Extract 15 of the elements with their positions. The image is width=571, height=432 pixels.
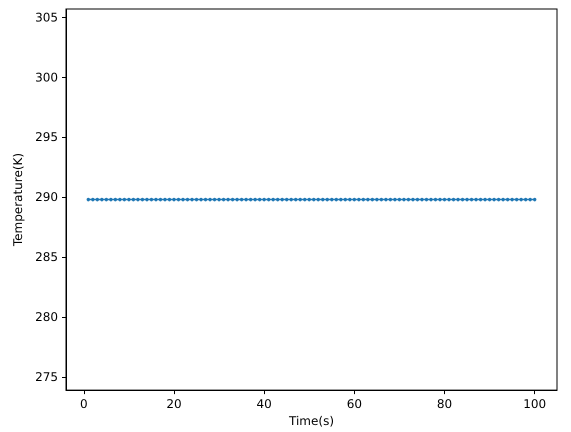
x-tick-label: 0 — [80, 397, 88, 412]
y-tick-label: 305 — [35, 10, 58, 24]
y-tick-label: 300 — [35, 70, 58, 84]
x-tick-label: 60 — [346, 397, 362, 412]
x-tick-label: 100 — [523, 397, 546, 412]
x-tick-label: 80 — [436, 397, 452, 412]
x-tick-label: 40 — [256, 397, 272, 412]
y-tick-label: 280 — [35, 310, 58, 324]
y-axis-title: Temperature(K) — [11, 152, 26, 248]
y-tick-label: 275 — [35, 370, 58, 384]
y-tick-label: 295 — [35, 130, 58, 144]
y-tick-label: 285 — [35, 250, 58, 264]
x-tick-label: 20 — [166, 397, 182, 412]
y-tick-label: 290 — [35, 190, 58, 204]
x-axis-title: Time(s) — [288, 414, 334, 428]
